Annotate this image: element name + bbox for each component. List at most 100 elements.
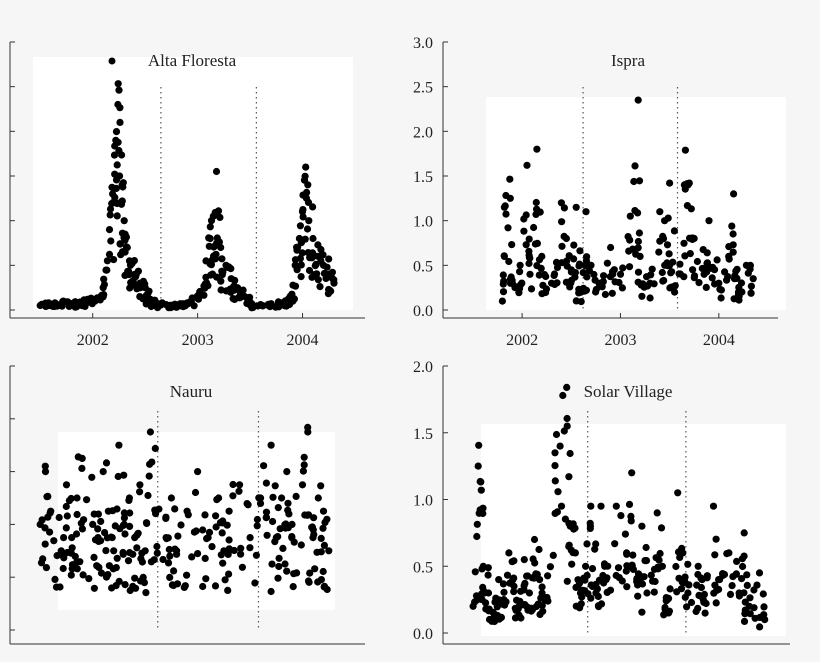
data-point [95,537,103,546]
data-point [544,572,552,580]
data-point [670,227,679,235]
data-point [683,603,691,611]
data-point [214,207,223,215]
data-point [236,481,244,489]
data-point [542,285,551,293]
data-point [196,287,204,296]
data-point [560,427,568,435]
data-point [500,588,508,596]
data-point [538,601,546,610]
data-point [669,258,677,266]
panel-solar-village: 0.0 0.5 1.0 1.5 2.0 Solar Village [413,359,790,645]
data-point [567,276,576,284]
data-point [319,251,327,259]
data-point [100,291,108,299]
data-point [306,569,314,577]
data-point [310,514,318,522]
data-point [304,423,312,431]
data-point [120,471,128,479]
data-point [612,502,620,510]
data-point [164,559,173,567]
data-point [85,575,93,583]
data-point [320,541,328,550]
data-point [646,294,654,302]
data-point [577,600,585,608]
data-point [110,547,118,555]
data-point [648,265,656,273]
data-point [269,493,277,501]
data-point [685,581,693,589]
data-point [309,203,317,211]
data-point [53,552,61,560]
panel-alta-floresta: 2002 2003 2004 Alta Floresta [9,41,365,349]
data-point [724,273,732,281]
data-point [681,252,689,260]
data-point [118,151,126,159]
data-point [46,509,54,517]
data-point [107,533,115,541]
data-point [473,520,481,528]
data-point [253,522,261,530]
data-point [506,175,514,183]
data-point [219,268,227,276]
data-point [76,558,84,566]
data-point [569,549,577,557]
data-point [316,283,324,291]
data-point [563,414,571,423]
data-point [563,577,571,585]
data-point [642,543,650,552]
data-point [740,589,748,597]
data-point [328,268,336,276]
data-point [647,271,655,279]
data-point [628,561,636,569]
data-point [297,273,305,281]
panel-title: Ispra [611,51,645,70]
data-point [549,551,557,560]
legend-marker [108,57,116,65]
data-point [666,179,674,187]
data-point [104,571,112,579]
data-point [94,510,102,518]
data-point [94,525,102,533]
data-point [305,217,313,225]
data-point [126,549,134,557]
data-point [88,473,96,481]
data-point [559,391,567,400]
data-point [505,549,513,557]
data-point [629,245,637,253]
data-point [623,583,631,591]
data-point [517,587,525,595]
data-point [290,570,298,578]
data-point [733,557,741,566]
data-point [298,249,306,257]
data-point [171,505,179,513]
data-point [244,501,252,509]
y-tick-label: 0.0 [413,626,433,643]
data-point [268,560,276,568]
data-point [253,515,261,524]
data-point [192,527,200,535]
data-point [568,560,576,568]
data-point [663,241,672,249]
data-point [521,601,529,609]
data-point [237,544,245,552]
data-point [255,494,263,502]
data-point [603,588,611,597]
data-point [229,492,237,500]
data-point [521,579,529,588]
data-point [553,263,562,272]
data-point [665,594,673,603]
data-point [526,254,534,262]
data-point [692,607,700,616]
data-point [205,234,213,242]
data-point [314,494,322,502]
data-point [317,534,325,543]
y-tick-label: 1.0 [413,493,433,510]
data-point [238,563,246,571]
data-point [570,255,578,263]
data-point [516,261,524,269]
data-point [611,278,619,286]
data-point [749,275,757,283]
data-point [134,267,142,275]
data-point [110,151,119,159]
